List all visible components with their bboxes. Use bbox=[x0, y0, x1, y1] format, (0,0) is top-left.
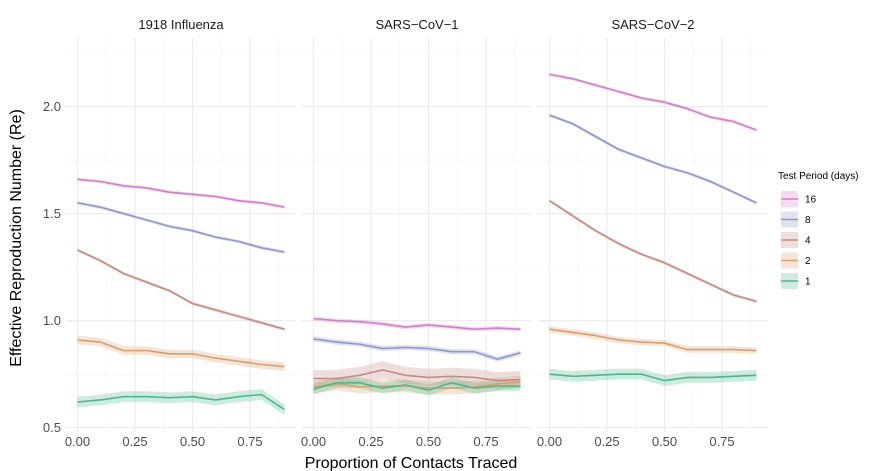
y-tick-label: 0.5 bbox=[43, 420, 61, 435]
x-tick-label: 0.25 bbox=[594, 434, 619, 449]
panel-title: 1918 Influenza bbox=[138, 17, 224, 32]
series-line-sars-cov-2-8 bbox=[549, 114, 757, 204]
series-line-sars-cov-1-1 bbox=[313, 381, 521, 392]
panels: 1918 Influenza 0.00 0.25 0.50 0.75 0.5 1.0 1.5 2… bbox=[43, 17, 768, 449]
x-tick-label: 0.00 bbox=[65, 434, 90, 449]
ribbon-sars-cov-2-4 bbox=[549, 199, 757, 304]
series-line-sars-cov-1-4 bbox=[313, 369, 521, 382]
panel-1918-influenza: 1918 Influenza 0.00 0.25 0.50 0.75 0.5 1.0 1.5 2… bbox=[43, 17, 296, 449]
panel-title: SARS−CoV−1 bbox=[375, 17, 458, 32]
x-tick-label: 0.25 bbox=[122, 434, 147, 449]
ribbon-sars-cov-2-8 bbox=[549, 113, 757, 205]
y-tick-label: 2.0 bbox=[43, 99, 61, 114]
series-line-sars-cov-2-16 bbox=[549, 73, 757, 131]
legend-item-16: 16 bbox=[781, 191, 817, 207]
x-tick-label: 0.00 bbox=[301, 434, 326, 449]
x-tick-label: 0.25 bbox=[358, 434, 383, 449]
series-line-sars-cov-1-16 bbox=[313, 317, 521, 331]
ribbon-sars-cov-1-2 bbox=[313, 375, 521, 395]
series-line-1918-influenza-16 bbox=[77, 178, 285, 208]
series-line-sars-cov-2-4 bbox=[549, 200, 757, 303]
ribbon-sars-cov-2-2 bbox=[549, 326, 757, 354]
legend-item-4: 4 bbox=[781, 232, 811, 248]
legend-label: 1 bbox=[805, 277, 811, 288]
panel-sars-cov-2: SARS−CoV−2 0.00 0.25 0.50 0.75 bbox=[537, 17, 768, 449]
series-line-sars-cov-2-2 bbox=[549, 328, 757, 352]
x-tick-label: 0.50 bbox=[180, 434, 205, 449]
x-tick-label: 0.00 bbox=[537, 434, 562, 449]
legend: Test Period (days) 16 8 4 2 1 bbox=[778, 171, 859, 289]
series-line-sars-cov-2-1 bbox=[549, 373, 757, 382]
series-line-1918-influenza-1 bbox=[77, 393, 285, 411]
ribbon-sars-cov-1-4 bbox=[313, 361, 521, 390]
panel-sars-cov-1: SARS−CoV−1 0.00 0.25 0.50 0.75 bbox=[301, 17, 532, 449]
legend-label: 4 bbox=[805, 236, 811, 247]
y-tick-label: 1.0 bbox=[43, 313, 61, 328]
x-tick-label: 0.50 bbox=[416, 434, 441, 449]
legend-label: 16 bbox=[805, 195, 817, 206]
legend-item-2: 2 bbox=[781, 252, 811, 269]
series-line-1918-influenza-8 bbox=[77, 202, 285, 253]
panel-title: SARS−CoV−2 bbox=[611, 17, 694, 32]
legend-item-1: 1 bbox=[781, 273, 811, 289]
series-line-sars-cov-1-8 bbox=[313, 338, 521, 361]
ribbon-sars-cov-1-16 bbox=[313, 316, 521, 332]
legend-label: 2 bbox=[805, 256, 811, 267]
y-tick-label: 1.5 bbox=[43, 206, 61, 221]
ribbon-1918-influenza-4 bbox=[77, 248, 285, 331]
x-tick-label: 0.75 bbox=[237, 434, 262, 449]
ribbon-1918-influenza-1 bbox=[77, 389, 285, 415]
series-line-1918-influenza-2 bbox=[77, 339, 285, 368]
x-tick-label: 0.75 bbox=[709, 434, 734, 449]
legend-title: Test Period (days) bbox=[778, 171, 859, 182]
ribbon-sars-cov-1-8 bbox=[313, 336, 521, 362]
y-axis-title: Effective Reproduction Number (Re) bbox=[8, 109, 25, 367]
x-tick-label: 0.75 bbox=[473, 434, 498, 449]
x-tick-label: 0.50 bbox=[652, 434, 677, 449]
legend-item-8: 8 bbox=[781, 211, 811, 228]
x-axis-title: Proportion of Contacts Traced bbox=[305, 455, 518, 471]
legend-label: 8 bbox=[805, 215, 811, 226]
series-line-1918-influenza-4 bbox=[77, 249, 285, 330]
